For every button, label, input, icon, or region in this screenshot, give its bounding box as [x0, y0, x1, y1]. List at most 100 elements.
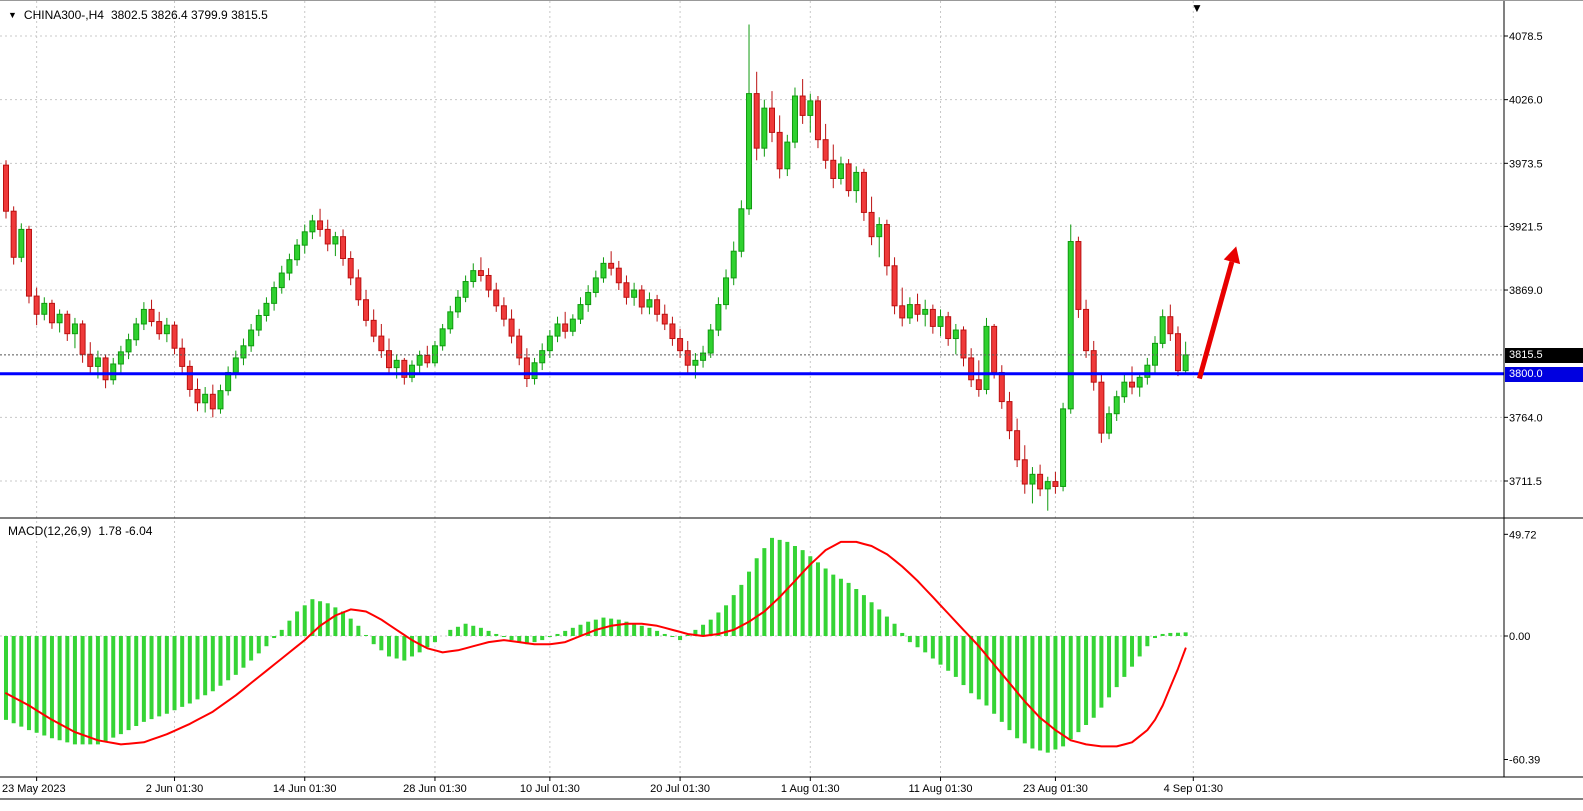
candle-body [294, 244, 301, 261]
price-tick-label: 3764.0 [1509, 412, 1543, 424]
price-tick-label: 4078.5 [1509, 31, 1543, 43]
candle-body [378, 335, 385, 352]
candle-body [600, 262, 607, 279]
candle-body [998, 371, 1005, 403]
price-tick-label: 3869.0 [1509, 285, 1543, 297]
candle-body [860, 171, 867, 213]
candle-body [554, 323, 561, 337]
candle-body [386, 350, 392, 369]
candle-body [217, 390, 224, 410]
time-tick-label: 23 Aug 01:30 [1023, 783, 1088, 795]
candle-body [485, 274, 492, 291]
candle-body [48, 302, 55, 324]
current-price-badge: 3815.5 [1505, 348, 1583, 363]
candle-body [753, 93, 760, 149]
candle-body [309, 220, 316, 233]
candle-body [937, 316, 944, 327]
candle-body [700, 352, 707, 361]
time-tick-label: 23 May 2023 [2, 783, 66, 795]
candle-body [171, 324, 178, 349]
price-tick-label: 3711.5 [1509, 476, 1542, 488]
trend-arrow-head[interactable] [1223, 246, 1241, 265]
candle-body [615, 267, 622, 284]
candle-body [454, 296, 461, 313]
candle-body [1129, 381, 1136, 388]
candle-body [340, 236, 347, 259]
candle-body [638, 289, 645, 308]
candle-body [278, 272, 285, 289]
candle-body [255, 314, 262, 331]
candle-body [661, 313, 668, 325]
candle-body [3, 164, 9, 212]
candle-body [186, 365, 193, 390]
candle-body [332, 236, 339, 245]
candle-body [179, 347, 186, 367]
candle-body [33, 295, 40, 315]
candle-body [738, 208, 745, 252]
candle-body [539, 350, 546, 364]
candle-body [1060, 408, 1067, 487]
candle-body [25, 228, 32, 297]
candle-body [1152, 342, 1158, 366]
candle-body [286, 259, 293, 274]
candle-body [110, 363, 117, 381]
candle-body [87, 353, 94, 367]
candle-body [776, 131, 783, 170]
candle-body [117, 351, 124, 365]
candle-body [684, 350, 691, 366]
candle-body [1159, 316, 1166, 344]
candle-body [761, 107, 768, 149]
price-tick-label: 3921.5 [1509, 221, 1543, 233]
candle-body [10, 210, 17, 258]
candle-body [646, 299, 653, 308]
candle-body [317, 220, 324, 230]
candle-body [608, 262, 615, 269]
symbol-name: CHINA300-,H4 [23, 8, 104, 22]
candle-body [439, 328, 446, 347]
chart-shift-marker-icon[interactable]: ▼ [1191, 1, 1203, 15]
candle-body [102, 357, 109, 381]
candle-body [271, 287, 278, 304]
macd-signal-line [5, 540, 1187, 748]
candle-body [163, 324, 170, 335]
candle-body [845, 163, 852, 192]
candle-body [94, 357, 101, 367]
candle-body [363, 299, 370, 321]
candle-body [209, 393, 216, 410]
candle-body [631, 289, 638, 298]
candle-body [393, 359, 400, 369]
price-tick-label: 4026.0 [1509, 95, 1543, 107]
candle-body [202, 393, 209, 404]
candle-body [945, 316, 952, 340]
candle-body [746, 93, 753, 210]
candle-body [853, 171, 860, 192]
candle-body [1014, 430, 1021, 461]
candle-body [906, 304, 913, 319]
trend-arrow-shaft[interactable] [1197, 261, 1235, 380]
candle-body [569, 318, 576, 332]
candle-body [324, 228, 331, 245]
candle-body [408, 364, 415, 378]
candle-body [531, 362, 538, 380]
candle-body [1167, 316, 1174, 335]
candle-body [56, 313, 63, 324]
candle-body [983, 325, 990, 390]
time-tick-label: 14 Jun 01:30 [273, 783, 337, 795]
candle-body [922, 308, 929, 315]
candle-body [654, 299, 661, 315]
candle-body [401, 359, 408, 378]
candle-body [140, 308, 147, 325]
candle-body [1067, 241, 1074, 410]
candle-body [477, 270, 484, 276]
chart-header: ▼ CHINA300-,H4 3802.5 3826.4 3799.9 3815… [8, 8, 268, 22]
candle-body [41, 302, 48, 315]
candle-body [562, 323, 569, 332]
time-tick-label: 2 Jun 01:30 [146, 783, 204, 795]
symbol-collapse-icon[interactable]: ▼ [8, 10, 17, 20]
candle-body [248, 329, 255, 347]
candle-body [715, 304, 722, 331]
macd-tick-label: 49.72 [1509, 529, 1537, 541]
candle-body [899, 305, 906, 319]
candle-body [891, 265, 898, 307]
